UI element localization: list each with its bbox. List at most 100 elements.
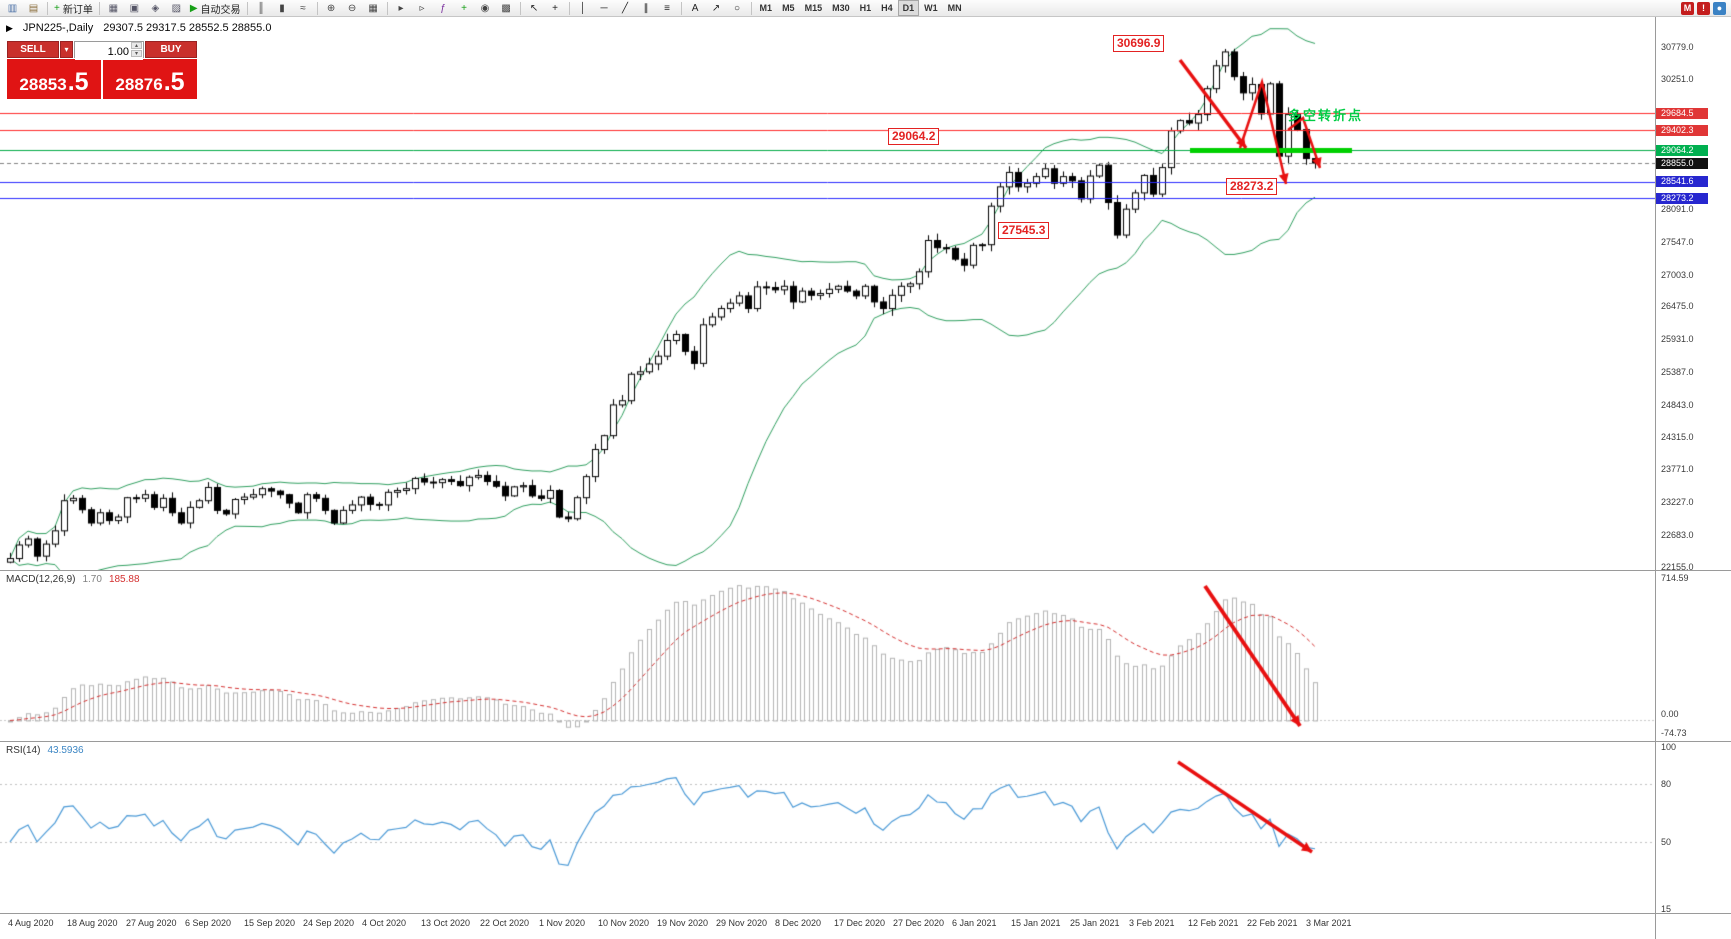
- toolbar-grid-button[interactable]: ▦: [363, 0, 384, 17]
- toolbar-horizontal-line-button[interactable]: ─: [594, 0, 615, 17]
- toolbar-navigator-button[interactable]: ◈: [145, 0, 166, 17]
- price-scale-label: 25387.0: [1661, 366, 1694, 377]
- macd-indicator-panel: MACD(12,26,9) 1.70 185.88 714.59 0.00 -74.…: [0, 570, 1731, 741]
- macd-main-value: 1.70: [82, 574, 102, 585]
- toolbar-separator: [47, 1, 48, 15]
- axis-corner: [1655, 914, 1731, 939]
- price-scale[interactable]: 30779.0 30251.0 28091.0 27547.0 27003.0 26475…: [1655, 17, 1731, 572]
- timeframe-mn-button[interactable]: MN: [947, 3, 962, 13]
- toolbar-periods-button[interactable]: ◉: [475, 0, 496, 17]
- toolbar-profiles-button[interactable]: ▤: [23, 0, 44, 17]
- toolbar-terminal-button[interactable]: ▨: [166, 0, 187, 17]
- macd-canvas[interactable]: [0, 571, 1655, 741]
- toolbar-separator: [568, 1, 570, 15]
- toolbar-market-watch-button[interactable]: ▦: [103, 0, 124, 17]
- toolbar-line-chart-button[interactable]: ≈: [293, 0, 314, 17]
- toolbar-trendline-button[interactable]: ╱: [615, 0, 636, 17]
- timeframe-w1-button[interactable]: W1: [924, 3, 938, 13]
- toolbar-fibonacci-button[interactable]: ≡: [657, 0, 678, 17]
- toolbar-crosshair-button[interactable]: +: [545, 0, 566, 17]
- toolbar-arrows-tool-button[interactable]: ↗: [706, 0, 727, 17]
- timeframe-d1-button[interactable]: D1: [897, 0, 920, 16]
- time-axis-label: 27 Dec 2020: [893, 918, 945, 928]
- toolbar-equidistant-channel-button[interactable]: ∥: [636, 0, 657, 17]
- buy-price-display[interactable]: 28876.5: [103, 59, 197, 99]
- time-axis-label: 12 Feb 2021: [1188, 918, 1239, 928]
- time-axis-label: 24 Sep 2020: [303, 918, 355, 928]
- toolbar-separator: [386, 1, 388, 15]
- rsi-scale-label: 50: [1661, 836, 1672, 847]
- toolbar-shapes-button[interactable]: ○: [727, 0, 748, 17]
- macd-scale[interactable]: 714.59 0.00 -74.73: [1655, 571, 1731, 741]
- toolbar-zoom-out-button[interactable]: ⊖: [342, 0, 363, 17]
- price-chart-canvas[interactable]: [0, 17, 1655, 570]
- macd-scale-label: -74.73: [1661, 728, 1687, 738]
- sell-price-display[interactable]: 28853.5: [7, 59, 101, 99]
- trade-options-caret-icon[interactable]: ▾: [60, 41, 73, 58]
- macd-scale-label: 0.00: [1661, 709, 1679, 720]
- time-axis-label: 3 Feb 2021: [1129, 918, 1175, 928]
- annotation-label[interactable]: 27545.3: [998, 222, 1050, 239]
- toolbar-templates-button[interactable]: ▩: [496, 0, 517, 17]
- time-axis-label: 8 Dec 2020: [775, 918, 822, 928]
- new-chart-icon: ▥: [7, 2, 18, 14]
- chart-shift-icon: ▹: [419, 2, 425, 14]
- timeframe-h4-button[interactable]: H4: [881, 3, 893, 13]
- indicators-icon: ƒ: [440, 2, 446, 14]
- timeframe-m1-button[interactable]: M1: [759, 3, 773, 13]
- timeframe-m30-button[interactable]: M30: [832, 3, 850, 13]
- price-badge: 29402.3: [1656, 124, 1708, 136]
- time-axis-label: 22 Feb 2021: [1247, 918, 1298, 928]
- sell-button[interactable]: SELL: [7, 41, 59, 58]
- toolbar-text-label-button[interactable]: A: [685, 0, 706, 17]
- time-axis[interactable]: 4 Aug 2020 18 Aug 2020 27 Aug 2020 6 Sep 20…: [0, 913, 1731, 939]
- toolbar-autotrading-button[interactable]: ▶ 自动交易: [187, 0, 244, 17]
- zoom-out-icon: ⊖: [347, 2, 357, 14]
- annotation-label[interactable]: 28273.2: [1226, 178, 1278, 195]
- time-axis-label: 19 Nov 2020: [657, 918, 709, 928]
- toolbar-data-window-button[interactable]: ▣: [124, 0, 145, 17]
- toolbar-add-indicator-button[interactable]: +: [454, 0, 475, 17]
- toolbar-zoom-in-button[interactable]: ⊕: [321, 0, 342, 17]
- time-axis-label: 22 Oct 2020: [480, 918, 530, 928]
- buy-button[interactable]: BUY: [145, 41, 197, 58]
- toolbar-new-chart-button[interactable]: ▥: [2, 0, 23, 17]
- volume-decrease-icon[interactable]: ▾: [131, 50, 142, 57]
- annotation-label[interactable]: 30696.9: [1113, 35, 1165, 52]
- timeframe-h1-button[interactable]: H1: [859, 3, 872, 13]
- turning-point-note[interactable]: 多空转折点: [1288, 108, 1364, 123]
- toolbar-new-order-button[interactable]: + 新订单: [51, 0, 96, 17]
- time-axis-label: 18 Aug 2020: [67, 918, 118, 928]
- macd-label-row: MACD(12,26,9) 1.70 185.88: [6, 574, 140, 585]
- toolbar-bar-chart-button[interactable]: ║: [251, 0, 272, 17]
- price-badge: 28855.0: [1656, 157, 1708, 169]
- rsi-canvas[interactable]: [0, 742, 1655, 913]
- toolbar-indicators-button[interactable]: ƒ: [433, 0, 454, 17]
- time-axis-label: 6 Jan 2021: [952, 918, 997, 928]
- price-scale-label: 25931.0: [1661, 334, 1694, 345]
- toolbar-separator: [750, 1, 752, 15]
- toolbar-chat-icon[interactable]: ●: [1713, 1, 1726, 15]
- volume-input[interactable]: [75, 44, 143, 60]
- chart-ohlc-readout: 29307.5 29317.5 28552.5 28855.0: [103, 22, 272, 34]
- annotation-label[interactable]: 29064.2: [888, 128, 940, 145]
- toolbar-vertical-line-button[interactable]: │: [573, 0, 594, 17]
- volume-increase-icon[interactable]: ▴: [131, 42, 142, 49]
- time-axis-label: 1 Nov 2020: [539, 918, 586, 928]
- chart-area: ▶ JPN225-,Daily 29307.5 29317.5 28552.5 …: [0, 17, 1731, 939]
- toolbar-mql5-community-icon[interactable]: M: [1681, 1, 1694, 15]
- buy-price-pip: .5: [163, 68, 185, 96]
- toolbar-chart-shift-button[interactable]: ▹: [412, 0, 433, 17]
- toolbar-auto-scroll-button[interactable]: ▸: [391, 0, 412, 17]
- toolbar-candlestick-chart-button[interactable]: ▮: [272, 0, 293, 17]
- toolbar-news-alert-icon[interactable]: !: [1697, 1, 1710, 15]
- rsi-scale[interactable]: 100 80 50 15: [1655, 742, 1731, 914]
- timeframe-m5-button[interactable]: M5: [782, 3, 795, 13]
- toolbar-left-group: ▥ ▤ + 新订单 ▦ ▣ ◈ ▨ ▶ 自动交易 ║ ▮ ≈ ⊕ ⊖ ▦ ▸ ▹ ƒ + ◉ ▩ ↖ + │ ─ ╱ ∥ ≡ A ↗ ○ M1 M…: [2, 0, 967, 16]
- timeframe-m15-button[interactable]: M15: [804, 3, 823, 13]
- auto-scroll-icon: ▸: [398, 2, 404, 14]
- arrows-tool-icon: ↗: [711, 2, 721, 14]
- toolbar-cursor-button[interactable]: ↖: [524, 0, 545, 17]
- time-axis-label: 25 Jan 2021: [1070, 918, 1120, 928]
- price-scale-label: 30779.0: [1661, 42, 1694, 53]
